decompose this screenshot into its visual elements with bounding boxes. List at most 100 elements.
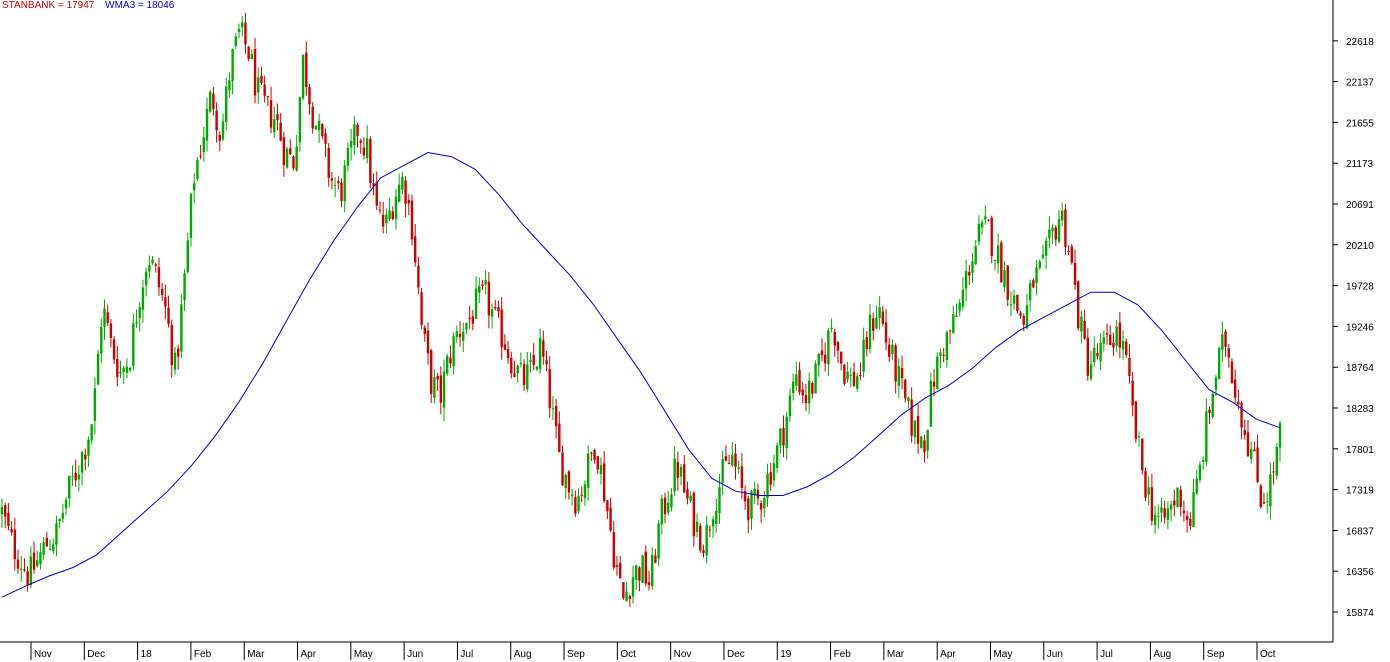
candle-body [225,86,228,122]
candle-body [125,366,129,373]
candle-body [87,439,90,456]
candle-body [948,330,952,332]
candle [173,346,177,375]
candle-body [580,494,583,496]
candle-body [1265,501,1269,503]
candle [846,361,849,383]
candle [932,368,936,397]
candle-body [397,184,401,202]
candle-body [1093,348,1096,363]
x-tick-label: Sep [1207,649,1225,660]
candle-body [116,359,119,377]
candle [257,67,260,104]
candle-body [529,359,532,362]
candle [1201,456,1205,470]
candle [122,365,125,384]
candle-body [180,304,183,352]
candle-body [346,148,350,166]
legend-price: STANBANK = 17947 [2,0,95,11]
candle-body [413,236,417,263]
candle [506,340,510,364]
candle [96,349,100,385]
candle [1083,309,1086,340]
candle [494,299,497,311]
candle [417,256,420,295]
candle [404,176,407,218]
candle-body [971,261,974,273]
candle-body [900,367,904,379]
candle-body [138,307,141,319]
candle [407,194,410,216]
candle-body [715,510,718,524]
candle [4,502,7,529]
candle [673,445,676,496]
candle [1131,371,1134,417]
candle [212,87,215,116]
candle [196,157,199,181]
candle-body [1064,209,1067,248]
candle [538,328,542,374]
candle [423,325,426,342]
x-tick-label: Apr [301,649,317,660]
candle-body [1035,267,1038,284]
candle-body [199,155,202,157]
candle-body [644,551,648,584]
candle-body [916,415,920,444]
candle-body [740,466,744,488]
candle-body [1214,377,1218,390]
candle [26,566,29,592]
candle-body [365,138,369,159]
candle-body [1173,500,1176,506]
candle-body [465,322,468,330]
candle-body [1240,402,1243,428]
candle-body [987,219,990,221]
x-tick-label: Oct [1260,649,1276,660]
candle [176,344,180,370]
candle-body [407,199,410,204]
candle-body [1256,447,1259,482]
candle [58,518,61,529]
candle-body [647,582,651,586]
candle [16,549,20,574]
candle [570,488,574,506]
candle-body [964,271,968,289]
candle-body [273,119,276,133]
candle [606,499,609,520]
candle [583,480,587,506]
candle-body [868,314,872,349]
candle-body [324,133,327,144]
candle-body [538,338,542,369]
candle [715,498,718,533]
candle-body [1227,348,1230,358]
candle-body [679,466,683,477]
candle-body [1205,411,1208,462]
candle [657,519,660,567]
candle-body [625,591,628,602]
candle-body [253,48,257,96]
candle-body [1028,283,1032,301]
candle [984,205,987,225]
x-tick-label: 18 [141,649,153,660]
candle [93,377,97,435]
candle-body [859,375,862,377]
candle [385,208,388,234]
candle [285,146,289,169]
candle-body [497,306,500,312]
candle [718,473,721,524]
candle [52,538,55,554]
candle-body [1118,322,1122,348]
candle [548,356,551,418]
candle [20,556,23,582]
candle [888,338,891,363]
candle [151,255,154,266]
candle-body [807,380,811,404]
candle-body [378,209,382,211]
candle [330,171,334,190]
y-axis: 22618 22137 21655 21173 20691 20210 19728 19246… [1332,0,1374,642]
candle-body [670,494,673,508]
candle [362,137,366,160]
candle [689,491,692,504]
candle-body [692,492,696,537]
candle-body [1022,316,1025,325]
candle-body [1099,342,1102,361]
